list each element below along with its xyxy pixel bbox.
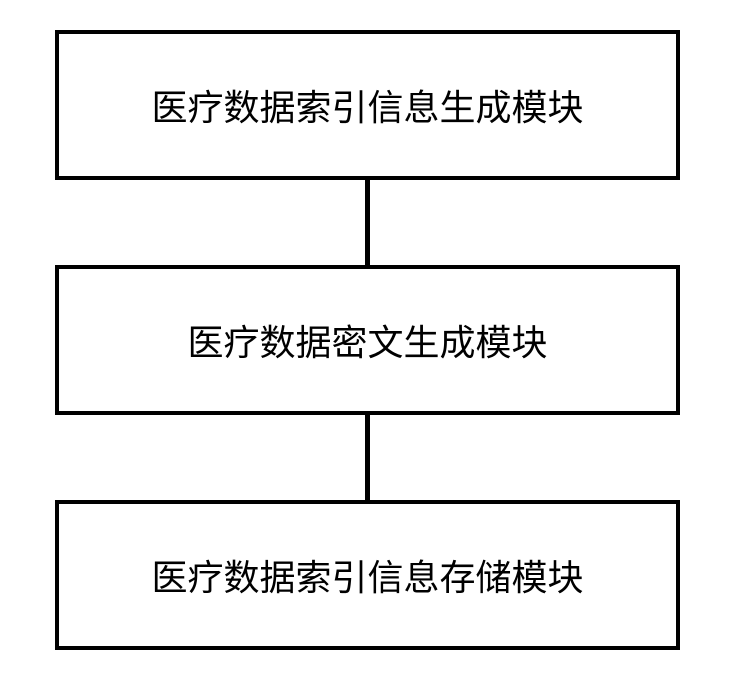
node-label: 医疗数据索引信息存储模块 xyxy=(151,549,583,601)
flowchart-diagram: 医疗数据索引信息生成模块 医疗数据密文生成模块 医疗数据索引信息存储模块 xyxy=(0,0,735,685)
flowchart-node: 医疗数据索引信息存储模块 xyxy=(55,500,680,650)
flowchart-edge xyxy=(365,180,370,265)
node-label: 医疗数据密文生成模块 xyxy=(187,314,547,366)
flowchart-node: 医疗数据索引信息生成模块 xyxy=(55,30,680,180)
flowchart-edge xyxy=(365,415,370,500)
flowchart-node: 医疗数据密文生成模块 xyxy=(55,265,680,415)
node-label: 医疗数据索引信息生成模块 xyxy=(151,79,583,131)
